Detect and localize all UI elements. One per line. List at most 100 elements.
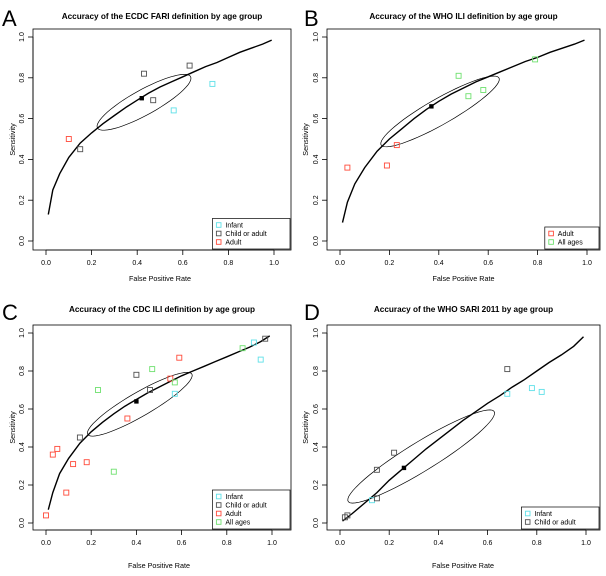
confidence-ellipse — [96, 74, 192, 131]
x-tick-label: 1.0 — [269, 260, 279, 267]
legend-marker — [215, 502, 222, 508]
x-tick-label: 0.4 — [434, 260, 444, 267]
y-axis: 0.0 0.2 0.4 0.6 0.8 1.0 — [313, 32, 328, 246]
y-tick-label: 0.0 — [19, 518, 26, 528]
confidence-ellipse — [380, 75, 500, 148]
y-tick-label: 0.0 — [313, 236, 320, 246]
x-tick-label: 0.0 — [41, 540, 51, 547]
data-point — [124, 415, 131, 422]
x-axis-label: False Positive Rate — [128, 561, 190, 570]
chart-title: Accuracy of the WHO ILI definition by ag… — [369, 12, 557, 21]
summary-point — [401, 465, 407, 471]
data-point — [344, 512, 351, 519]
x-tick-label: 0.4 — [132, 260, 142, 267]
data-point — [465, 93, 472, 100]
legend-marker — [524, 510, 531, 517]
x-tick-label: 0.2 — [87, 260, 97, 267]
legend-label: Adult — [558, 231, 574, 238]
y-axis: 0.0 0.2 0.4 0.6 0.8 1.0 — [19, 328, 34, 528]
legend-label: Child or adult — [225, 231, 266, 238]
data-point — [239, 345, 246, 352]
y-tick-label: 0.6 — [19, 404, 26, 414]
data-point — [150, 97, 157, 104]
series-child-or-adult — [77, 62, 193, 153]
series-adult — [43, 354, 183, 519]
x-tick-label: 0.8 — [533, 260, 543, 267]
legend-box — [212, 489, 291, 530]
data-point — [176, 354, 183, 361]
confidence-ellipse — [87, 371, 193, 437]
x-tick-label: 0.6 — [178, 260, 188, 267]
data-point — [63, 489, 70, 496]
legend-label: All ages — [225, 520, 250, 527]
y-axis-label: Sensitivity — [8, 123, 17, 156]
data-point — [262, 335, 269, 342]
y-tick-label: 1.0 — [19, 328, 26, 338]
x-tick-label: 0.2 — [385, 260, 395, 267]
y-tick-label: 0.4 — [313, 442, 320, 452]
x-tick-label: 0.6 — [483, 540, 493, 547]
x-tick-label: 0.4 — [132, 540, 142, 547]
series-all-ages — [95, 345, 246, 475]
confidence-ellipse — [347, 409, 495, 504]
y-axis: 0.0 0.2 0.4 0.6 0.8 1.0 — [313, 328, 328, 528]
chart-panel-a: A Accuracy of the ECDC FARI definition by… — [2, 6, 292, 283]
x-tick-label: 0.6 — [177, 540, 187, 547]
chart-panel-d: D Accuracy of the WHO SARI 2011 by age gr… — [301, 300, 601, 570]
y-tick-label: 0.6 — [19, 114, 26, 124]
data-point — [170, 107, 177, 114]
series-child-or-adult — [341, 366, 511, 521]
chart-panel-c: C Accuracy of the CDC ILI definition by a… — [2, 300, 292, 570]
y-tick-label: 0.2 — [313, 480, 320, 490]
sroc-curve-line — [47, 335, 271, 510]
legend-marker — [215, 493, 222, 500]
data-point — [538, 388, 545, 395]
legend-marker — [215, 230, 222, 237]
data-point — [257, 356, 264, 363]
y-tick-label: 0.4 — [19, 442, 26, 452]
data-point — [133, 371, 140, 378]
y-tick-label: 0.8 — [313, 366, 320, 376]
x-axis: 0.0 0.2 0.4 0.6 0.8 1.0 — [335, 529, 591, 547]
sroc-curve-line — [342, 336, 584, 522]
legend-marker — [215, 519, 222, 525]
chart-title: Accuracy of the ECDC FARI definition by … — [62, 12, 263, 21]
x-tick-label: 1.0 — [267, 540, 277, 547]
data-point — [480, 87, 487, 93]
data-point — [373, 466, 380, 473]
data-point — [532, 56, 539, 63]
legend-label: Child or adult — [534, 520, 575, 527]
legend-label: Adult — [225, 511, 241, 518]
y-tick-label: 0.6 — [313, 114, 320, 124]
x-tick-label: 0.6 — [483, 260, 493, 267]
x-tick-label: 0.0 — [335, 260, 345, 267]
y-axis-label: Sensitivity — [301, 123, 310, 156]
plot-frame — [326, 28, 601, 251]
x-axis-label: False Positive Rate — [129, 274, 191, 283]
x-tick-label: 1.0 — [582, 260, 592, 267]
data-point — [141, 70, 147, 77]
y-tick-label: 0.2 — [19, 195, 26, 205]
data-point — [171, 390, 178, 397]
data-point — [77, 146, 84, 153]
chart-title: Accuracy of the WHO SARI 2011 by age gro… — [374, 305, 553, 314]
y-tick-label: 0.4 — [313, 154, 320, 164]
legend-label: Infant — [225, 494, 243, 501]
x-axis: 0.0 0.2 0.4 0.6 0.8 1.0 — [41, 249, 279, 267]
data-point — [504, 390, 511, 397]
y-axis-label: Sensitivity — [301, 411, 310, 444]
summary-point — [134, 399, 139, 404]
data-point — [65, 136, 72, 142]
y-tick-label: 1.0 — [313, 328, 320, 338]
x-axis: 0.0 0.2 0.4 0.6 0.8 1.0 — [41, 529, 277, 547]
legend-label: Infant — [225, 223, 243, 230]
y-tick-label: 1.0 — [313, 32, 320, 42]
data-point — [250, 339, 257, 346]
y-axis-label: Sensitivity — [8, 411, 17, 444]
x-tick-label: 0.2 — [384, 540, 394, 547]
legend-label: All ages — [558, 240, 583, 247]
legend-label: Infant — [534, 511, 552, 518]
legend-marker — [215, 510, 222, 517]
